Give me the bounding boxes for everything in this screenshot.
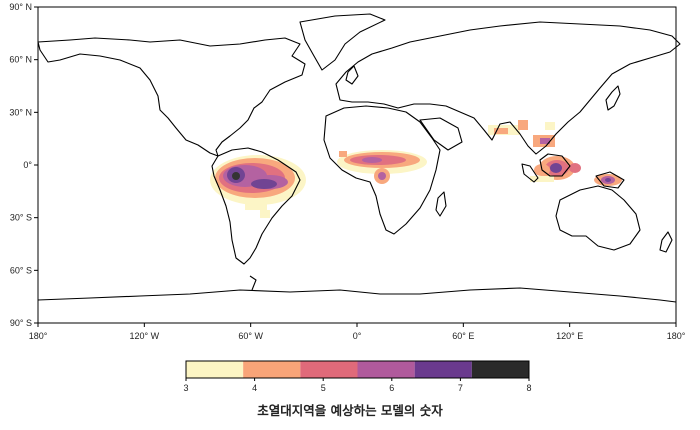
y-tick-label: 60° N [9,55,32,65]
australia-outline [555,185,641,251]
legend-tick-label: 7 [458,383,463,393]
legend-tick-label: 6 [389,383,394,393]
legend-tick-label: 3 [183,383,188,393]
legend-colorbar [185,360,530,379]
eurasia-outline [335,21,681,155]
x-tick-label: 180° [29,331,48,341]
legend-title: 초열대지역을 예상하는 모델의 숫자 [257,403,443,418]
x-tick-label: 180° [667,331,686,341]
patch-congo [337,150,427,184]
legend-swatch [186,361,244,378]
model-agreement-patches [210,120,622,218]
south-america-outline [211,147,301,265]
japan-outline [605,85,621,111]
x-axis: 180° 120° W 60° W 0° 60° E 120° E 180° [29,323,686,341]
y-tick-label: 30° N [9,107,32,117]
patch-south-asia [488,120,555,147]
legend-swatch [414,361,472,378]
legend-tick-label: 5 [321,383,326,393]
y-tick-label: 90° N [9,2,32,12]
legend-swatch [471,361,529,378]
madagascar-outline [435,191,447,217]
legend-tick-labels: 3 4 5 6 7 8 [183,378,532,393]
x-tick-label: 120° E [556,331,583,341]
coastlines [37,13,681,303]
legend-swatch [243,361,301,378]
y-tick-label: 90° S [10,318,32,328]
y-tick-label: 0° [23,160,32,170]
legend-tick-label: 8 [526,383,531,393]
new-zealand-outline [659,231,673,253]
x-tick-label: 0° [353,331,362,341]
africa-outline [323,105,441,235]
antarctic-peninsula-outline [249,275,257,291]
patch-amazon [210,155,306,218]
uk-outline [345,65,359,85]
antarctica-outline [37,287,677,303]
x-tick-label: 60° W [238,331,263,341]
sumatra-outline [521,163,539,183]
legend-swatch [300,361,358,378]
x-tick-label: 120° W [130,331,160,341]
legend-swatch [357,361,415,378]
arabia-outline [419,117,463,151]
x-tick-label: 60° E [452,331,474,341]
north-america-outline [37,37,306,157]
indonesia-outline [539,153,571,177]
y-tick-label: 30° S [10,213,32,223]
legend-tick-label: 4 [252,383,257,393]
y-axis: 90° N 60° N 30° N 0° 30° S 60° S 90° S [9,2,38,328]
greenland-outline [299,13,386,71]
legend-outline [185,360,530,379]
y-tick-label: 60° S [10,265,32,275]
new-guinea-outline [595,171,625,189]
